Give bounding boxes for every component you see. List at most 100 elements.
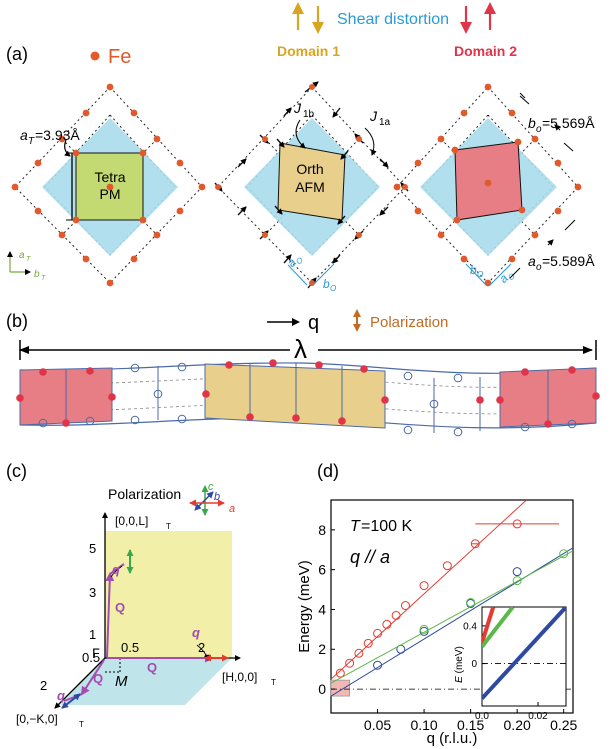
tick-5: 5 bbox=[89, 541, 96, 556]
main-point-green bbox=[466, 598, 476, 608]
pol-c: c bbox=[208, 481, 214, 493]
blue-plane bbox=[60, 658, 232, 705]
bo-value-symbol: b bbox=[528, 115, 536, 131]
inset-plot-area bbox=[482, 607, 566, 700]
spin-wave-band bbox=[16, 359, 600, 437]
J1b-symbol: J bbox=[293, 100, 302, 116]
bo-value-subscript: o bbox=[536, 124, 542, 135]
panel-d-label: (d) bbox=[317, 461, 339, 481]
panel-b-label: (b) bbox=[6, 311, 28, 331]
main-xtick-label: 0.20 bbox=[504, 717, 531, 733]
main-point-green bbox=[419, 624, 429, 634]
axis-K-subscript: T bbox=[79, 720, 84, 729]
inset-line-green bbox=[482, 607, 515, 648]
M-label: M bbox=[115, 673, 128, 690]
inset-chart: 0.0 0.02 0.4 0 E (meV) bbox=[454, 606, 567, 722]
aT-subscript: T bbox=[28, 136, 35, 147]
aT-symbol: a bbox=[20, 127, 28, 143]
pol-b: b bbox=[214, 491, 220, 503]
tetra-lattice: Tetra PM a T =3.93Å a T b T bbox=[7, 83, 206, 287]
main-xtick-label: 0.15 bbox=[457, 717, 484, 733]
bo-value: =5.569Å bbox=[542, 115, 595, 131]
main-ytick-label: 4 bbox=[318, 601, 326, 617]
lambda-label: λ bbox=[294, 334, 307, 364]
main-point-red bbox=[373, 628, 383, 638]
tetra-line2: PM bbox=[100, 186, 121, 202]
yellow-plane bbox=[105, 531, 232, 658]
tick-2-h: 2 bbox=[198, 640, 205, 655]
inset-ylabel: E (meV) bbox=[454, 646, 465, 683]
main-ylabel: Energy (meV) bbox=[296, 560, 313, 653]
main-point-red bbox=[419, 581, 429, 591]
tick-2-k: 2 bbox=[40, 678, 47, 693]
main-point-red bbox=[512, 519, 522, 529]
Q-K: Q bbox=[93, 671, 103, 686]
orth-lattice-domain1: Orth AFM bbox=[214, 81, 409, 293]
ao-value-symbol: a bbox=[528, 253, 536, 269]
bo-d2-subscript: O bbox=[477, 270, 483, 279]
main-point-red bbox=[382, 619, 392, 629]
main-point-blue bbox=[373, 660, 383, 670]
tick-3: 3 bbox=[89, 585, 96, 600]
main-fit-red bbox=[331, 500, 527, 680]
tick-05-k: 0.5 bbox=[82, 650, 100, 665]
annotation-T-symbol: T bbox=[350, 518, 361, 535]
q-L: q bbox=[112, 562, 120, 577]
main-xtick-label: 0.05 bbox=[364, 717, 391, 733]
panel-d: (d) 0.05 0.10 0.15 0.20 0.25 0 2 4 6 8 q (r.l.u.) E… bbox=[296, 461, 578, 747]
inset-xtick-label: 0.02 bbox=[528, 711, 548, 722]
inset-ylabel-symbol: E bbox=[454, 673, 465, 682]
domain1-label: Domain 1 bbox=[277, 43, 340, 59]
main-xlabel: q (r.l.u.) bbox=[427, 730, 478, 747]
bo-d1-symbol: b bbox=[323, 277, 330, 291]
main-xtick-label: 0.10 bbox=[410, 717, 437, 733]
axis-aT-subscript: T bbox=[26, 256, 31, 263]
J1a-subscript: 1a bbox=[379, 117, 391, 128]
axis-L-subscript: T bbox=[166, 522, 171, 531]
shear-header: Shear distortion Domain 1 Domain 2 bbox=[277, 2, 517, 59]
orth-fe-atoms-d1 bbox=[215, 84, 408, 286]
bo-d2-symbol: b bbox=[470, 263, 477, 277]
domain2-label: Domain 2 bbox=[454, 43, 517, 59]
main-plot-area bbox=[331, 500, 573, 697]
fe-legend-label: Fe bbox=[108, 46, 131, 68]
main-point-red bbox=[470, 539, 480, 549]
Q-L: Q bbox=[115, 600, 125, 615]
axis-aT-symbol: a bbox=[19, 250, 25, 261]
main-ytick-label: 6 bbox=[318, 562, 326, 578]
bo-d1-subscript: O bbox=[330, 284, 336, 293]
main-point-green bbox=[512, 576, 522, 586]
main-point-red bbox=[363, 638, 373, 648]
tetra-fe-atoms bbox=[11, 83, 206, 287]
q-K: q bbox=[57, 688, 65, 703]
polarization-label-b: Polarization bbox=[370, 314, 448, 331]
inset-xtick-label: 0.0 bbox=[475, 711, 489, 722]
main-point-red bbox=[442, 561, 452, 571]
annotation-T-value: =100 K bbox=[361, 518, 412, 535]
axis-H-subscript: T bbox=[271, 678, 276, 687]
orth-fe-atoms-d2 bbox=[393, 83, 582, 287]
main-point-blue bbox=[512, 567, 522, 577]
q-H: q bbox=[192, 625, 200, 640]
Q-H: Q bbox=[147, 660, 157, 675]
panel-c: (c) Polarization c b a [0,0,L] T [H,0,0]… bbox=[6, 461, 276, 729]
inset-line-blue bbox=[482, 607, 566, 700]
ao-value-subscript: o bbox=[536, 262, 542, 273]
axis-L-label: [0,0,L] bbox=[115, 514, 148, 528]
J1a-symbol: J bbox=[369, 108, 378, 124]
pol-a: a bbox=[229, 503, 235, 515]
axis-bT-symbol: b bbox=[34, 269, 40, 280]
main-point-red bbox=[354, 648, 364, 658]
inset-ytick-label: 0 bbox=[471, 659, 477, 670]
aT-value: =3.93Å bbox=[35, 127, 80, 143]
fe-legend-dot bbox=[90, 51, 100, 61]
inset-ytick-label: 0.4 bbox=[463, 621, 477, 632]
panel-a: (a) Fe Shear distortion Domain 1 Domain … bbox=[6, 2, 595, 293]
inset-line-red bbox=[482, 607, 496, 644]
main-point-red bbox=[335, 668, 345, 678]
main-point-red bbox=[345, 658, 355, 668]
panel-a-label: (a) bbox=[6, 44, 28, 64]
q-label: q bbox=[308, 312, 319, 334]
axis-K-label: [0,−K,0] bbox=[16, 712, 58, 726]
